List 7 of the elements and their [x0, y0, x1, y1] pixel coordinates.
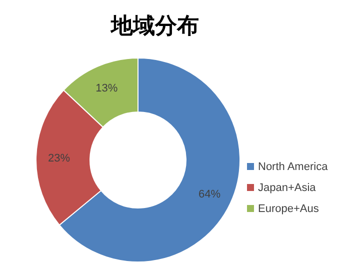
data-label: 23%: [48, 152, 70, 165]
data-label: 64%: [198, 188, 221, 201]
data-label: 13%: [96, 82, 118, 94]
legend-label: Japan+Asia: [258, 182, 317, 194]
legend-label: Europe+Aus: [258, 203, 320, 215]
legend-label: North America: [258, 161, 329, 173]
chart-title: 地域分布: [110, 13, 199, 38]
